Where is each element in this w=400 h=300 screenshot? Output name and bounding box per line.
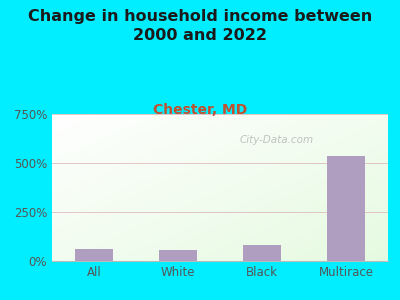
Bar bbox=[243, 245, 281, 261]
Bar bbox=[75, 249, 113, 261]
Bar bbox=[159, 250, 197, 261]
Text: Change in household income between
2000 and 2022: Change in household income between 2000 … bbox=[28, 9, 372, 43]
Text: City-Data.com: City-Data.com bbox=[240, 136, 314, 146]
Text: Chester, MD: Chester, MD bbox=[153, 103, 247, 118]
Bar bbox=[327, 156, 365, 261]
